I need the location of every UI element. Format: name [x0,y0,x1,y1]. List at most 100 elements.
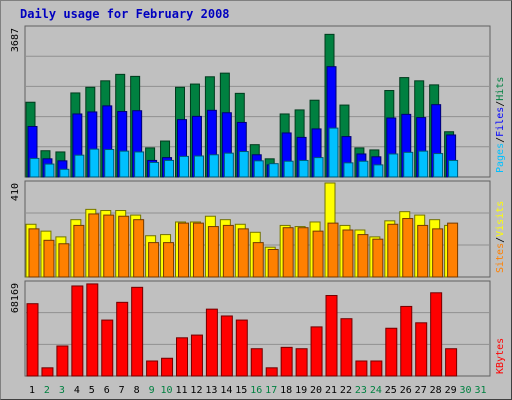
bar-kbytes-day-8 [131,286,144,377]
bar-pages-day-4 [74,154,85,178]
bar-pages-day-9 [149,161,160,178]
legend-part: Hits [495,77,506,101]
x-tick-label-day-19: 19 [295,385,307,396]
x-tick-label-day-22: 22 [340,385,352,396]
bar-pages-day-7 [119,150,130,178]
bar-kbytes-day-14 [220,315,233,377]
bar-kbytes-day-17 [265,367,278,377]
bar-pages-day-3 [59,168,70,178]
bar-sites-day-10 [163,242,175,278]
bar-pages-day-12 [193,155,204,178]
x-tick-label-day-14: 14 [220,385,232,396]
x-tick-label-day-3: 3 [59,385,65,396]
chart-title: Daily usage for February 2008 [20,7,230,21]
bar-pages-day-14 [223,152,234,178]
bar-sites-day-17 [267,248,279,278]
bar-sites-day-18 [282,227,294,278]
x-tick-label-day-26: 26 [400,385,412,396]
bar-sites-day-20 [312,230,324,278]
bar-pages-day-28 [433,153,444,178]
y-max-label-sites-visits: 410 [10,183,21,201]
x-tick-label-day-15: 15 [235,385,247,396]
bar-kbytes-day-18 [280,346,293,377]
legend-sites-visits: Sites/Visits [495,201,506,273]
x-tick-label-day-8: 8 [134,385,140,396]
x-tick-label-day-23: 23 [355,385,367,396]
bar-pages-day-21 [328,127,339,178]
bar-kbytes-day-23 [355,360,368,377]
bar-sites-day-19 [297,227,309,278]
x-tick-label-day-16: 16 [250,385,262,396]
x-tick-label-day-27: 27 [415,385,427,396]
bar-sites-day-23 [357,234,369,278]
x-tick-label-day-20: 20 [310,385,322,396]
bar-kbytes-day-16 [250,348,263,377]
bar-pages-day-15 [238,151,249,178]
bar-sites-day-2 [43,239,55,278]
bar-sites-day-4 [73,224,85,278]
bar-pages-day-24 [373,164,384,178]
x-tick-label-day-12: 12 [190,385,202,396]
bar-sites-day-1 [28,228,40,278]
bar-sites-day-3 [58,243,70,278]
bar-sites-day-25 [387,223,399,278]
bar-kbytes-day-2 [41,367,54,377]
bar-pages-day-27 [418,150,429,178]
bar-kbytes-day-9 [146,360,159,377]
legend-part: / [495,101,506,107]
bar-sites-day-8 [133,219,145,278]
bar-sites-day-27 [417,224,429,278]
bar-sites-day-24 [372,238,384,278]
y-max-label-kbytes: 68169 [10,283,21,313]
bar-kbytes-day-25 [385,327,398,377]
bar-pages-day-29 [448,159,459,178]
bar-pages-day-23 [358,160,369,178]
bar-pages-day-25 [388,153,399,178]
x-tick-label-day-21: 21 [325,385,337,396]
legend-hits-files-pages: Pages/Files/Hits [495,77,506,173]
x-tick-label-day-7: 7 [119,385,125,396]
bar-sites-day-11 [178,222,189,278]
legend-part: Sites [495,243,506,273]
x-tick-label-day-30: 30 [460,385,472,396]
bar-pages-day-10 [164,159,175,178]
bar-kbytes-day-29 [445,348,458,377]
legend-part: / [495,237,506,243]
bar-sites-day-9 [148,242,160,278]
bar-kbytes-day-10 [161,357,174,377]
bar-kbytes-day-21 [325,295,338,377]
legend-part: Pages [495,143,506,173]
x-tick-label-day-28: 28 [430,385,442,396]
bar-kbytes-day-4 [71,285,84,377]
x-tick-label-day-17: 17 [265,385,277,396]
bar-kbytes-day-20 [310,326,323,377]
bar-pages-day-20 [313,157,324,178]
bar-sites-day-22 [342,229,354,278]
legend-part: / [495,137,506,143]
x-tick-label-day-5: 5 [89,385,95,396]
bar-pages-day-11 [179,155,189,178]
bar-pages-day-5 [89,148,100,178]
bar-sites-day-14 [222,224,234,278]
legend-kbytes: KBytes [495,338,506,374]
bar-kbytes-day-22 [340,318,353,377]
bar-pages-day-22 [343,162,354,178]
bar-pages-day-2 [44,163,55,178]
bar-kbytes-day-6 [101,319,114,377]
x-tick-label-day-18: 18 [280,385,292,396]
x-tick-label-day-1: 1 [29,385,35,396]
x-tick-label-day-2: 2 [44,385,50,396]
bar-kbytes-day-7 [116,301,129,377]
legend-part: Visits [495,201,506,237]
legend-part: Files [495,107,506,137]
bar-sites-day-15 [237,228,249,278]
bar-sites-day-13 [207,226,219,278]
bar-pages-day-17 [268,163,279,178]
legend-part: KBytes [495,338,506,374]
bar-sites-day-26 [402,218,414,278]
bar-kbytes-day-3 [56,345,69,377]
x-tick-label-day-9: 9 [149,385,155,396]
bar-sites-day-28 [432,228,444,278]
x-tick-label-day-13: 13 [205,385,217,396]
x-tick-label-day-11: 11 [175,385,187,396]
